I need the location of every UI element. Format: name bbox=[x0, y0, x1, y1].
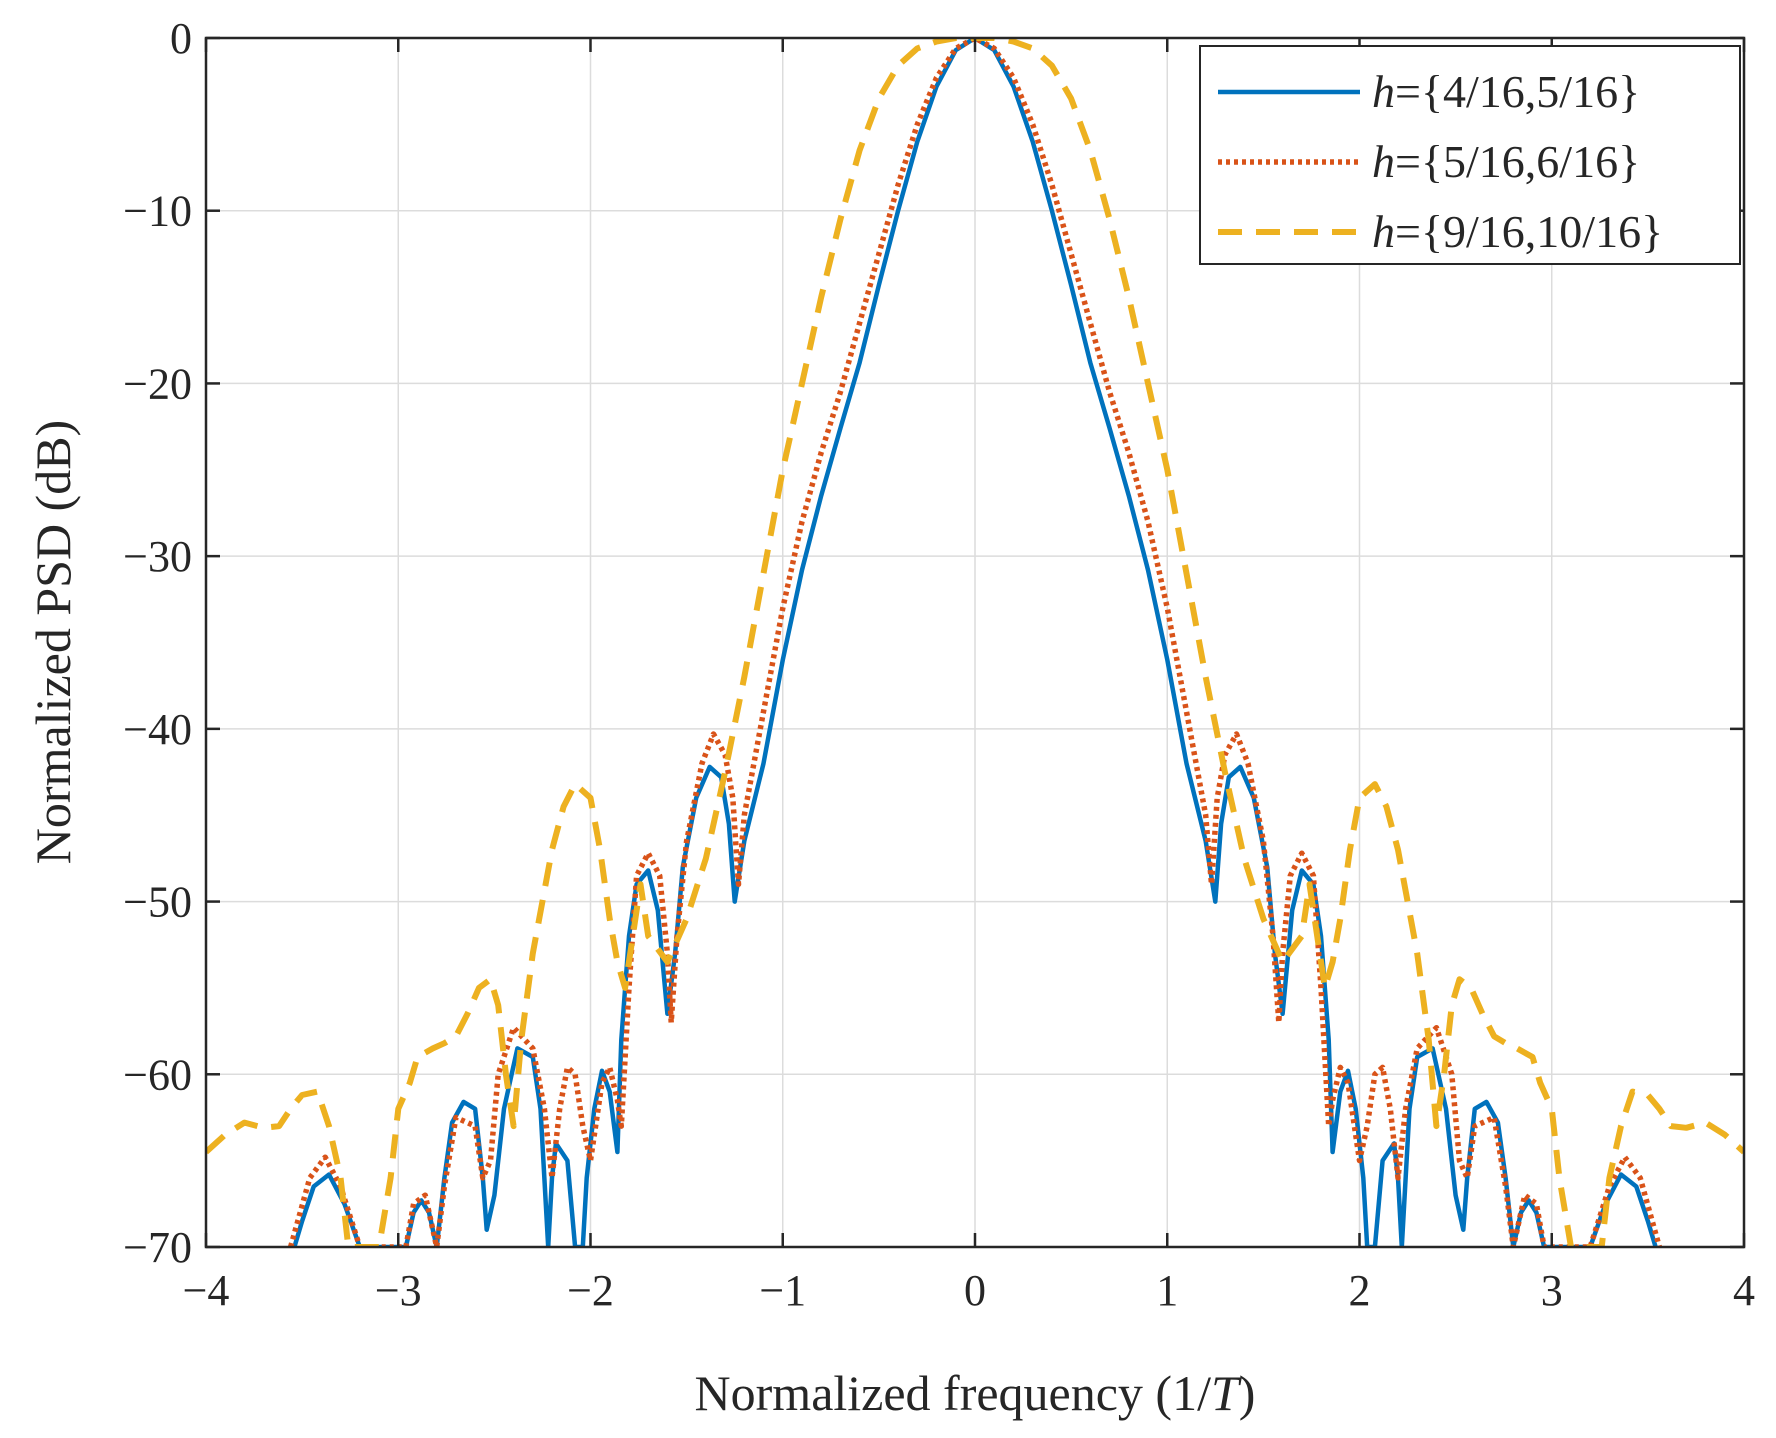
y-tick-label: 0 bbox=[170, 14, 192, 63]
tick-marks bbox=[204, 36, 1746, 1249]
legend: h={4/16,5/16} h={5/16,6/16} h={9/16,10/16} bbox=[1199, 45, 1741, 265]
x-tick-label: −2 bbox=[567, 1266, 614, 1315]
x-tick-label: −3 bbox=[375, 1266, 422, 1315]
y-tick-label: −60 bbox=[123, 1050, 192, 1099]
x-tick-label: −1 bbox=[759, 1266, 806, 1315]
y-axis-label: Normalized PSD (dB) bbox=[25, 420, 81, 864]
y-tick-label: −30 bbox=[123, 532, 192, 581]
legend-label-2: h={5/16,6/16} bbox=[1372, 136, 1640, 187]
y-tick-label: −20 bbox=[123, 359, 192, 408]
x-axis-label: Normalized frequency (1/T) bbox=[695, 1365, 1256, 1421]
tick-labels: −4 −3 −2 −1 0 1 2 3 40−10−20−30−40−50−60−70 bbox=[123, 14, 1755, 1315]
legend-label-3: h={9/16,10/16} bbox=[1372, 206, 1663, 257]
x-tick-label: 0 bbox=[964, 1266, 986, 1315]
legend-box bbox=[1199, 45, 1741, 265]
series-line-2 bbox=[287, 38, 1663, 1247]
y-tick-label: −40 bbox=[123, 705, 192, 754]
legend-label-1: h={4/16,5/16} bbox=[1372, 66, 1640, 117]
x-tick-label: 3 bbox=[1541, 1266, 1563, 1315]
x-tick-label: 1 bbox=[1156, 1266, 1178, 1315]
x-tick-label: −4 bbox=[183, 1266, 230, 1315]
y-tick-label: −50 bbox=[123, 878, 192, 927]
y-tick-label: −70 bbox=[123, 1223, 192, 1272]
x-tick-label: 2 bbox=[1349, 1266, 1371, 1315]
x-tick-label: 4 bbox=[1733, 1266, 1755, 1315]
series-line-3 bbox=[206, 38, 1744, 1247]
y-tick-label: −10 bbox=[123, 187, 192, 236]
series-layer bbox=[206, 38, 1744, 1247]
series-line-1 bbox=[292, 38, 1658, 1247]
